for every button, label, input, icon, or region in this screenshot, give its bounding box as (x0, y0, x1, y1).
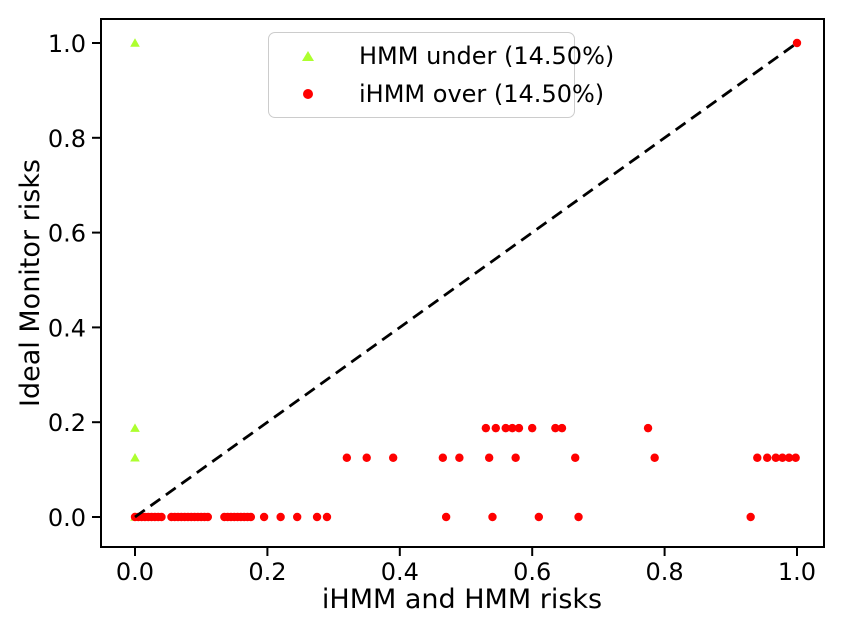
scatter-point-circle (763, 453, 772, 462)
legend-label-hmm-under: HMM under (14.50%) (359, 42, 615, 70)
scatter-point-circle (771, 453, 781, 462)
y-tick-label: 0.2 (48, 409, 86, 437)
scatter-point-circle (312, 512, 322, 522)
scatter-point-triangle (130, 423, 140, 432)
scatter-point-circle (574, 512, 583, 522)
scatter-point-circle (753, 453, 762, 462)
scatter-point-triangle (130, 452, 140, 462)
scatter-point-circle (441, 512, 451, 522)
plot-border (100, 18, 825, 548)
x-tick-label: 0.0 (116, 558, 154, 586)
y-tick-label: 0.6 (48, 220, 86, 248)
scatter-point-circle (203, 512, 213, 522)
scatter-point-circle (276, 512, 285, 522)
x-tick-label: 1.0 (778, 558, 816, 586)
y-tick-label: 0.0 (48, 504, 86, 532)
scatter-point-circle (791, 453, 800, 462)
scatter-point-circle (342, 453, 352, 462)
y-axis-label: Ideal Monitor risks (15, 159, 46, 407)
x-axis-label: iHMM and HMM risks (321, 584, 603, 615)
legend: HMM under (14.50%) iHMM over (14.50%) (268, 32, 614, 118)
scatter-point-circle (438, 453, 448, 462)
scatter-point-circle (792, 38, 802, 48)
scatter-point-circle (362, 453, 371, 462)
y-tick-label: 0.8 (48, 125, 86, 153)
scatter-point-circle (778, 453, 787, 462)
scatter-point-circle (488, 512, 497, 522)
legend-row-ihmm-over: iHMM over (14.50%) (269, 75, 604, 113)
scatter-point-circle (528, 423, 537, 433)
x-tick-label: 0.2 (248, 558, 286, 586)
x-tick-label: 0.4 (381, 558, 419, 586)
scatter-point-triangle (130, 38, 140, 47)
triangle-marker-icon (302, 51, 314, 61)
scatter-point-circle (511, 453, 520, 462)
scatter-point-circle (551, 423, 560, 433)
x-tick-label: 0.6 (513, 558, 551, 586)
scatter-point-circle (643, 423, 653, 433)
circle-marker-icon (303, 89, 313, 99)
scatter-point-circle (746, 512, 755, 522)
scatter-point-circle (157, 512, 166, 522)
scatter-point-circle (784, 453, 794, 462)
y-tick-label: 0.4 (48, 314, 86, 342)
y-tick-label: 1.0 (48, 30, 86, 58)
scatter-point-circle (292, 512, 302, 522)
scatter-point-circle (246, 512, 256, 522)
legend-label-ihmm-over: iHMM over (14.50%) (359, 80, 605, 108)
legend-row-hmm-under: HMM under (14.50%) (269, 37, 614, 75)
scatter-point-circle (650, 453, 659, 462)
scatter-point-circle (571, 453, 580, 462)
scatter-point-circle (508, 423, 517, 433)
scatter-point-circle (388, 453, 398, 462)
scatter-point-circle (534, 512, 544, 522)
scatter-point-circle (481, 423, 491, 433)
scatter-point-circle (484, 453, 494, 462)
scatter-point-circle (557, 423, 567, 433)
scatter-point-circle (322, 512, 332, 522)
identity-dashed-line (134, 41, 798, 519)
scatter-point-circle (501, 423, 510, 433)
scatter-point-circle (491, 423, 500, 433)
scatter-point-circle (259, 512, 269, 522)
scatter-point-circle (455, 453, 464, 462)
scatter-point-circle (514, 423, 524, 433)
x-tick-label: 0.8 (646, 558, 684, 586)
